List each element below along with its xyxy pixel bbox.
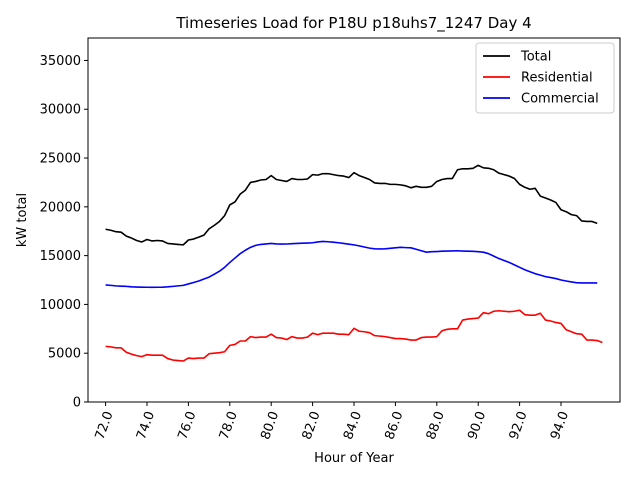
y-tick-label: 35000	[40, 54, 81, 69]
legend: Total Residential Commercial	[475, 42, 615, 114]
y-tick-label: 15000	[40, 249, 81, 264]
x-tick-label: 94.0	[548, 409, 572, 441]
x-tick-label: 82.0	[300, 409, 324, 441]
series-line-residential	[105, 309, 603, 362]
x-tick-label: 92.0	[507, 409, 531, 441]
x-tick-label: 78.0	[217, 409, 241, 441]
y-tick-label: 5000	[48, 347, 81, 362]
series-line-commercial	[105, 240, 598, 289]
y-axis-label: kW total	[15, 193, 30, 247]
legend-box	[475, 42, 615, 114]
x-tick-label: 86.0	[382, 409, 406, 441]
x-tick-label: 72.0	[93, 409, 117, 441]
series-layer	[105, 164, 603, 362]
y-tick-label: 20000	[40, 200, 81, 215]
x-tick-label: 76.0	[175, 409, 199, 441]
y-tick-label: 10000	[40, 298, 81, 313]
chart-title: Timeseries Load for P18U p18uhs7_1247 Da…	[175, 14, 531, 33]
x-tick-label: 88.0	[424, 409, 448, 441]
y-axis: 0 5000 10000 15000 20000 25000 30000 35000	[40, 54, 88, 411]
x-axis-label: Hour of Year	[314, 451, 394, 466]
legend-label-residential: Residential	[521, 71, 593, 86]
y-tick-label: 25000	[40, 152, 81, 167]
y-tick-label: 30000	[40, 103, 81, 118]
x-tick-label: 74.0	[134, 409, 158, 441]
legend-label-commercial: Commercial	[521, 92, 599, 107]
series-line-total	[105, 164, 598, 246]
x-tick-label: 90.0	[465, 409, 489, 441]
legend-label-total: Total	[520, 50, 551, 65]
x-tick-label: 84.0	[341, 409, 365, 441]
x-axis: 72.0 74.0 76.0 78.0 80.0 82.0 84.0 86.0 88.0 90.0…	[93, 402, 572, 442]
x-tick-label: 80.0	[258, 409, 282, 441]
y-tick-label: 0	[73, 396, 81, 411]
